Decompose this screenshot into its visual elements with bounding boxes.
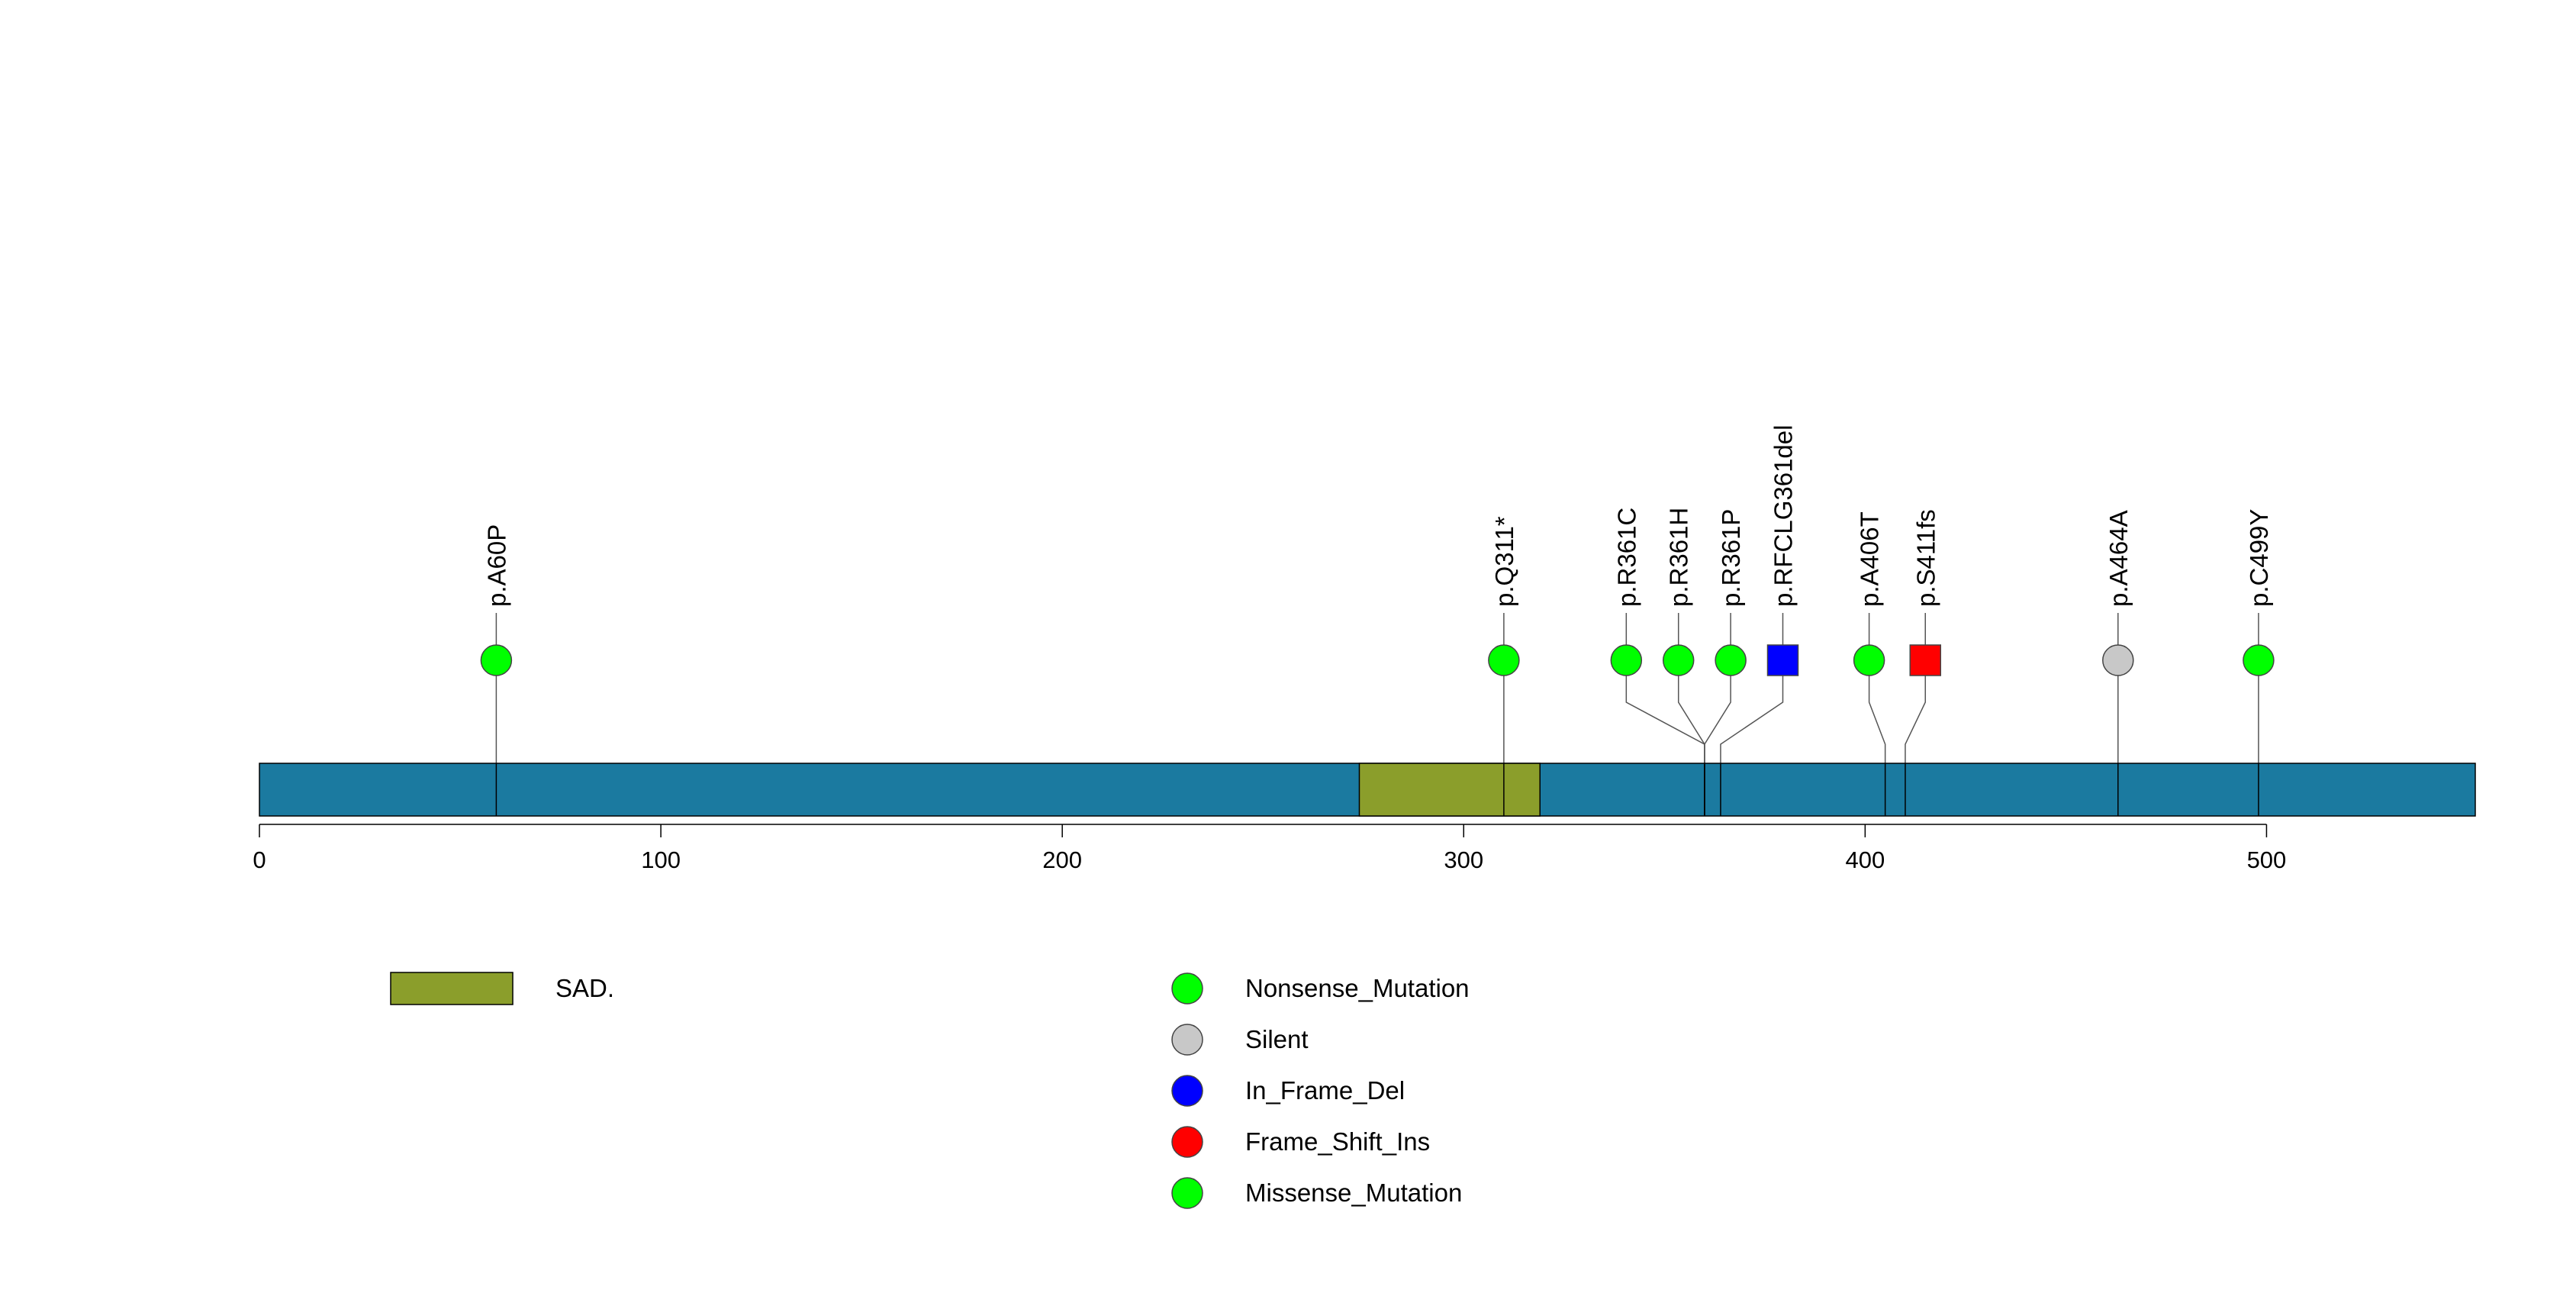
mutation-labels: p.A60P p.Q311* p.R361C p.R361H p.R361P p.RFCL… (482, 425, 2273, 607)
mutation-markers (480, 644, 2275, 676)
connector-line (1720, 660, 1784, 763)
x-axis-tick-label: 200 (1042, 847, 1082, 873)
mutation-label: p.A464A (2104, 510, 2133, 607)
mutation-marker-circle (1610, 644, 1643, 676)
mutation-label: p.RFCLG361del (1769, 425, 1798, 607)
connector-line (1625, 660, 1705, 763)
legend-mutation-label: In_Frame_Del (1245, 1076, 1405, 1105)
legend-mutation-label: Nonsense_Mutation (1245, 974, 1470, 1002)
connector-line (1868, 660, 1886, 763)
mutation-marker-circle (1715, 644, 1747, 676)
mutation-marker-circle (480, 644, 513, 676)
mutation-marker-square (1766, 644, 1799, 676)
x-axis-tick-label: 500 (2247, 847, 2287, 873)
connector-line (1704, 660, 1731, 763)
legend-mutation-label: Silent (1245, 1025, 1309, 1053)
mutation-marker-square (1909, 644, 1942, 676)
mutation-label: p.Q311* (1490, 516, 1518, 607)
legend-mutation-swatch (1171, 1177, 1203, 1209)
connector-line (1905, 660, 1927, 763)
legend-mutation-swatch (1171, 1024, 1203, 1056)
mutation-marker-circle (1662, 644, 1695, 676)
legend-mutation-swatch (1171, 1075, 1203, 1107)
mutation-marker-circle (2243, 644, 2275, 676)
mutation-label: p.S411fs (1911, 509, 1940, 607)
mutation-label: p.R361P (1717, 509, 1745, 607)
legend-domain-label: SAD. (555, 974, 614, 1002)
legend-mutation-swatch (1171, 1126, 1203, 1158)
mutation-marker-circle (1853, 644, 1885, 676)
connector-line (1677, 660, 1705, 763)
x-axis-tick-label: 300 (1444, 847, 1483, 873)
mutation-label: p.A406T (1856, 511, 1884, 607)
legend: SAD. Nonsense_Mutation Silent In_Frame_Del F… (390, 972, 1470, 1209)
legend-mutation-label: Frame_Shift_Ins (1245, 1127, 1430, 1156)
legend-mutation-label: Missense_Mutation (1245, 1179, 1462, 1207)
mutation-label: p.R361H (1665, 508, 1693, 607)
mutation-marker-circle (1488, 644, 1520, 676)
mutation-label: p.R361C (1612, 508, 1641, 607)
x-axis: 0 100 200 300 400 500 (253, 824, 2286, 873)
x-axis-tick-label: 100 (641, 847, 681, 873)
mutation-marker-circle (2102, 644, 2134, 676)
x-axis-tick-label: 0 (253, 847, 266, 873)
connector-lines (495, 613, 2259, 763)
mutation-label: p.A60P (482, 524, 510, 607)
x-axis-tick-label: 400 (1845, 847, 1885, 873)
domain-sad (1358, 763, 1541, 817)
legend-mutation-swatch (1171, 972, 1203, 1005)
mutation-label: p.C499Y (2245, 509, 2273, 607)
protein-backbone-group (259, 763, 2476, 817)
legend-domain-swatch (390, 972, 514, 1005)
